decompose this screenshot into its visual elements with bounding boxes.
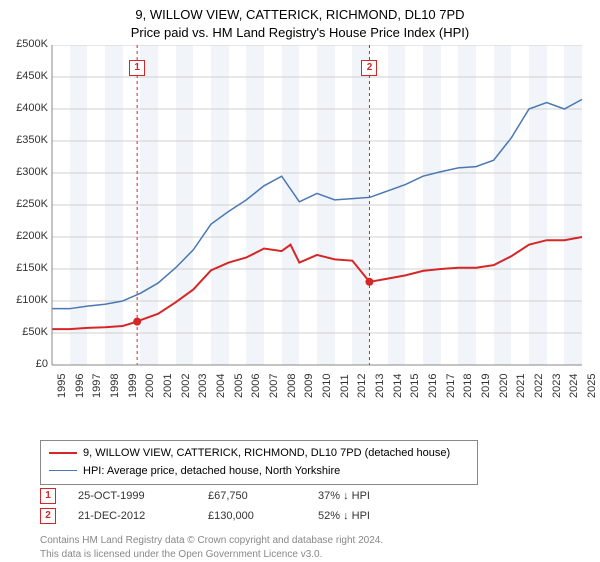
x-tick-label: 2023 [551, 374, 563, 398]
footer-attribution: Contains HM Land Registry data © Crown c… [40, 534, 383, 562]
x-tick-label: 2009 [303, 374, 315, 398]
x-tick-label: 2012 [356, 374, 368, 398]
legend-label: 9, WILLOW VIEW, CATTERICK, RICHMOND, DL1… [83, 447, 450, 459]
x-tick-label: 2008 [286, 374, 298, 398]
transaction-price: £130,000 [208, 510, 318, 522]
transaction-marker: 1 [40, 488, 56, 504]
chart-container: 9, WILLOW VIEW, CATTERICK, RICHMOND, DL1… [0, 0, 600, 560]
chart-svg [0, 45, 600, 405]
series-hpi [52, 99, 582, 308]
y-tick-label: £100K [0, 294, 48, 306]
legend-swatch [49, 470, 77, 471]
x-tick-label: 2013 [374, 374, 386, 398]
transaction-ratio: 52% ↓ HPI [318, 510, 438, 522]
footer-line-2: This data is licensed under the Open Gov… [40, 549, 322, 560]
legend-item: HPI: Average price, detached house, Nort… [49, 463, 469, 481]
legend-swatch [49, 452, 77, 454]
x-tick-label: 2018 [462, 374, 474, 398]
title-line-1: 9, WILLOW VIEW, CATTERICK, RICHMOND, DL1… [135, 7, 464, 22]
transaction-date: 25-OCT-1999 [78, 490, 208, 502]
x-tick-label: 2017 [445, 374, 457, 398]
y-tick-label: £500K [0, 38, 48, 50]
legend-item: 9, WILLOW VIEW, CATTERICK, RICHMOND, DL1… [49, 445, 469, 463]
x-tick-label: 2022 [533, 374, 545, 398]
series-property [52, 237, 582, 329]
y-tick-label: £150K [0, 262, 48, 274]
legend-box: 9, WILLOW VIEW, CATTERICK, RICHMOND, DL1… [40, 440, 478, 485]
x-tick-label: 1997 [91, 374, 103, 398]
chart-marker-1: 1 [129, 60, 145, 76]
x-tick-label: 2003 [197, 374, 209, 398]
x-tick-label: 1996 [74, 374, 86, 398]
transaction-row: 1 25-OCT-1999£67,75037% ↓ HPI [40, 488, 600, 504]
x-tick-label: 2019 [480, 374, 492, 398]
x-tick-label: 2021 [515, 374, 527, 398]
transaction-row: 2 21-DEC-2012£130,00052% ↓ HPI [40, 508, 600, 524]
x-tick-label: 2025 [586, 374, 598, 398]
x-tick-label: 1995 [56, 374, 68, 398]
legend-label: HPI: Average price, detached house, Nort… [83, 465, 340, 477]
x-tick-label: 2014 [392, 374, 404, 398]
x-tick-label: 2004 [215, 374, 227, 398]
x-tick-label: 2006 [250, 374, 262, 398]
x-tick-label: 2020 [498, 374, 510, 398]
y-tick-label: £250K [0, 198, 48, 210]
x-tick-label: 2007 [268, 374, 280, 398]
transaction-price: £67,750 [208, 490, 318, 502]
x-tick-label: 2011 [339, 374, 351, 398]
transaction-ratio: 37% ↓ HPI [318, 490, 438, 502]
x-tick-label: 2005 [233, 374, 245, 398]
x-tick-label: 2015 [409, 374, 421, 398]
x-tick-label: 2016 [427, 374, 439, 398]
x-tick-label: 2010 [321, 374, 333, 398]
title-line-2: Price paid vs. HM Land Registry's House … [131, 25, 469, 40]
chart-title: 9, WILLOW VIEW, CATTERICK, RICHMOND, DL1… [0, 0, 600, 42]
y-tick-label: £50K [0, 326, 48, 338]
transaction-date: 21-DEC-2012 [78, 510, 208, 522]
y-tick-label: £400K [0, 102, 48, 114]
chart-plot-area: £0 £50K £100K £150K £200K £250K £300K £350K £400… [0, 45, 600, 405]
x-tick-label: 2000 [144, 374, 156, 398]
x-tick-label: 1998 [109, 374, 121, 398]
footer-line-1: Contains HM Land Registry data © Crown c… [40, 535, 383, 546]
chart-marker-2: 2 [361, 60, 377, 76]
y-tick-label: £0 [0, 358, 48, 370]
y-tick-label: £350K [0, 134, 48, 146]
y-tick-label: £450K [0, 70, 48, 82]
x-tick-label: 2024 [568, 374, 580, 398]
x-tick-label: 2001 [162, 374, 174, 398]
y-tick-label: £200K [0, 230, 48, 242]
y-tick-label: £300K [0, 166, 48, 178]
x-tick-label: 1999 [127, 374, 139, 398]
x-tick-label: 2002 [180, 374, 192, 398]
transaction-marker: 2 [40, 508, 56, 524]
